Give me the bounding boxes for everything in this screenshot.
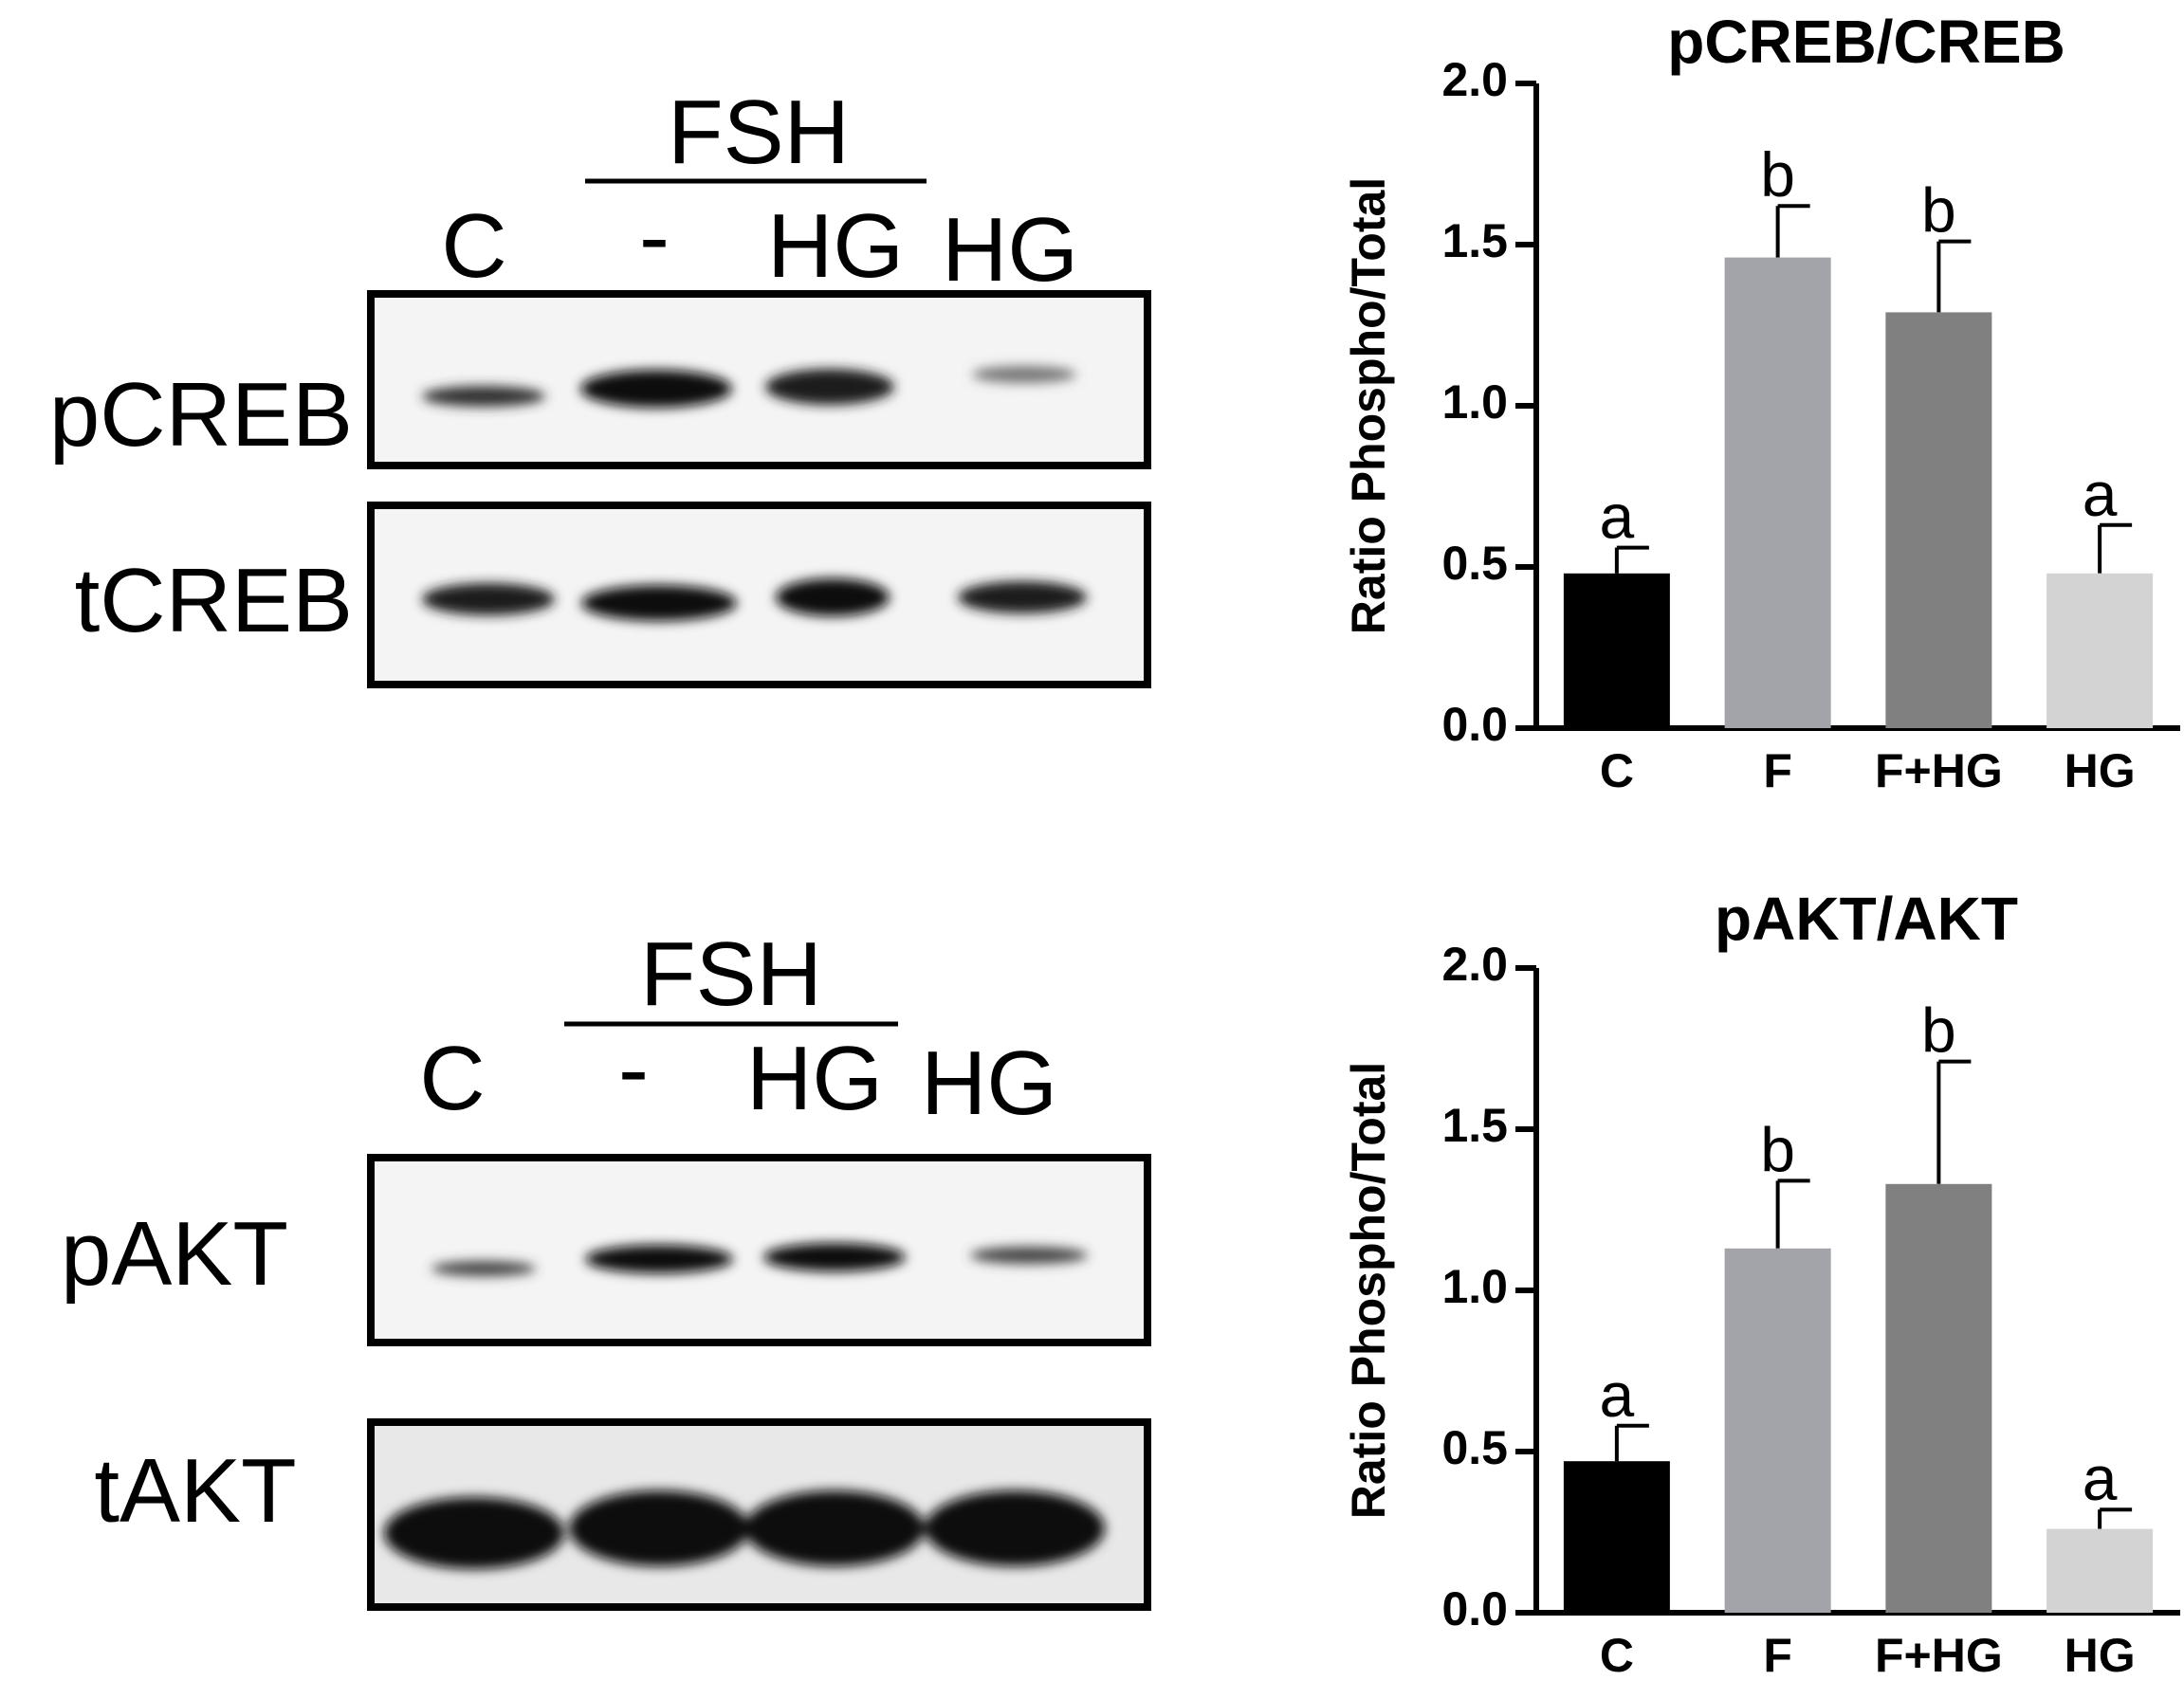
lane-label: HG xyxy=(921,1032,1057,1134)
lane-label: HG xyxy=(942,199,1078,301)
group-label: FSH xyxy=(640,923,822,1025)
lane-label: - xyxy=(639,186,670,287)
y-tick-label: 0.5 xyxy=(1441,537,1508,590)
y-tick-label: 2.0 xyxy=(1441,53,1508,106)
bar xyxy=(2046,573,2154,728)
y-tick-label: 1.5 xyxy=(1441,1099,1508,1152)
significance-letter: b xyxy=(1921,175,1956,246)
x-tick-label: F xyxy=(1763,744,1792,797)
bar xyxy=(1563,573,1670,728)
y-tick-label: 0.0 xyxy=(1441,1582,1508,1635)
y-tick-label: 0.5 xyxy=(1441,1421,1508,1474)
x-tick-label: C xyxy=(1600,744,1634,797)
x-tick-label: F+HG xyxy=(1875,744,2003,797)
y-axis-label: Ratio Phospho/Total xyxy=(1342,1062,1395,1519)
lane-label: - xyxy=(618,1018,649,1120)
y-tick-label: 2.0 xyxy=(1441,938,1508,991)
blot-panel: FSH C - HG HG pCREB tCREB xyxy=(49,82,1151,688)
bands xyxy=(384,1490,1105,1569)
significance-letter: a xyxy=(2083,459,2118,529)
x-tick-label: F+HG xyxy=(1875,1629,2003,1682)
bar xyxy=(1724,257,1831,728)
row-label: pAKT xyxy=(61,1203,288,1305)
significance-letter: a xyxy=(1600,482,1635,552)
bar xyxy=(1885,312,1992,728)
y-tick-label: 1.5 xyxy=(1441,214,1508,267)
significance-letter: b xyxy=(1760,1114,1795,1184)
bands xyxy=(422,366,1076,408)
bar xyxy=(1724,1248,1831,1613)
chart-title: pAKT/AKT xyxy=(1715,885,2018,953)
significance-letter: b xyxy=(1760,139,1795,210)
lane-label: C xyxy=(441,195,506,297)
bar xyxy=(1563,1461,1670,1613)
x-tick-label: HG xyxy=(2065,744,2136,797)
row-label: tAKT xyxy=(94,1440,296,1542)
y-tick-label: 1.0 xyxy=(1441,375,1508,429)
y-axis-label: Ratio Phospho/Total xyxy=(1342,177,1395,634)
x-tick-label: C xyxy=(1600,1629,1634,1682)
significance-letter: a xyxy=(2083,1443,2118,1513)
y-tick-label: 1.0 xyxy=(1441,1260,1508,1313)
row-label: tCREB xyxy=(75,550,353,651)
y-tick-label: 0.0 xyxy=(1441,698,1508,751)
lane-label: C xyxy=(419,1028,485,1129)
bands xyxy=(431,1243,1088,1276)
x-tick-label: HG xyxy=(2065,1629,2136,1682)
x-tick-label: F xyxy=(1763,1629,1792,1682)
bar xyxy=(1885,1183,1992,1613)
bands xyxy=(422,578,1087,621)
blot-panel: FSH C - HG HG pAKT tAKT xyxy=(61,923,1151,1611)
bar xyxy=(2046,1528,2154,1613)
lane-label: HG xyxy=(746,1028,883,1129)
chart-title: pCREB/CREB xyxy=(1667,8,2065,76)
group-label: FSH xyxy=(668,82,850,183)
row-label: pCREB xyxy=(49,364,353,466)
significance-letter: b xyxy=(1921,996,1956,1066)
lane-label: HG xyxy=(767,195,904,297)
significance-letter: a xyxy=(1600,1360,1635,1430)
